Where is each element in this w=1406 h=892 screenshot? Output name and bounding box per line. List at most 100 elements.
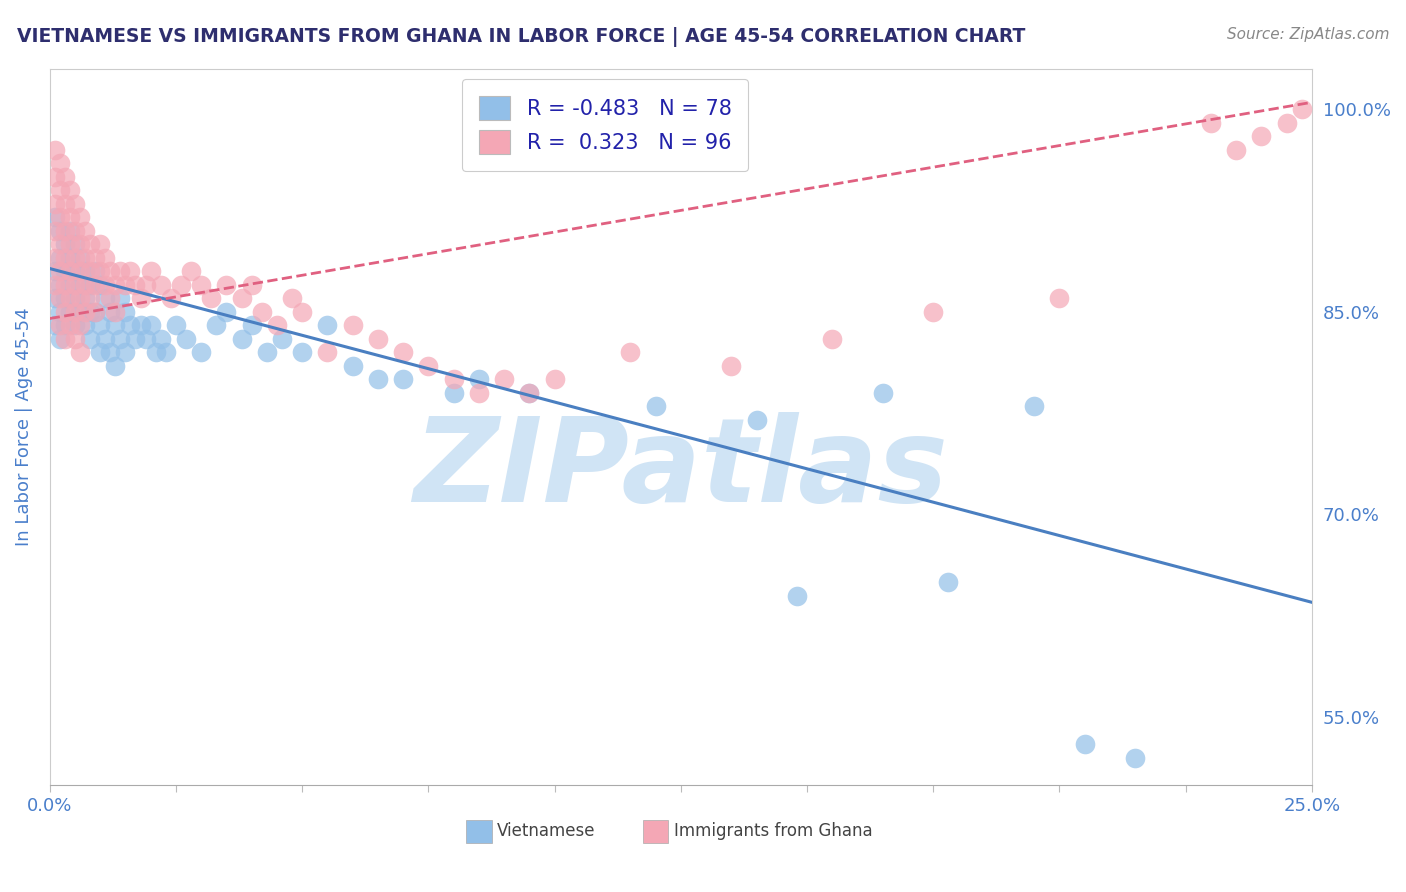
Point	[155, 345, 177, 359]
Point	[271, 332, 294, 346]
Point	[281, 291, 304, 305]
Point	[84, 305, 107, 319]
Point	[73, 264, 96, 278]
Point	[89, 277, 111, 292]
Point	[821, 332, 844, 346]
Point	[1291, 102, 1313, 116]
Point	[94, 251, 117, 265]
Point	[98, 264, 121, 278]
Point	[135, 332, 157, 346]
Point	[110, 291, 132, 305]
Point	[517, 385, 540, 400]
Point	[89, 318, 111, 333]
Point	[63, 251, 86, 265]
Point	[1024, 400, 1046, 414]
Point	[215, 305, 238, 319]
Point	[63, 196, 86, 211]
Text: ZIPatlas: ZIPatlas	[413, 412, 948, 527]
Point	[79, 332, 101, 346]
Legend: R = -0.483   N = 78, R =  0.323   N = 96: R = -0.483 N = 78, R = 0.323 N = 96	[463, 78, 748, 170]
Text: Vietnamese: Vietnamese	[498, 822, 596, 840]
Point	[938, 575, 960, 590]
Point	[59, 224, 82, 238]
Point	[49, 156, 72, 170]
Point	[468, 372, 491, 386]
Y-axis label: In Labor Force | Age 45-54: In Labor Force | Age 45-54	[15, 308, 32, 546]
Point	[53, 332, 76, 346]
Point	[240, 277, 263, 292]
Point	[922, 305, 945, 319]
Point	[392, 372, 415, 386]
Point	[84, 305, 107, 319]
Point	[59, 237, 82, 252]
Point	[79, 291, 101, 305]
Point	[44, 196, 66, 211]
Point	[84, 264, 107, 278]
Point	[190, 277, 212, 292]
Point	[135, 277, 157, 292]
Point	[49, 251, 72, 265]
Point	[69, 318, 91, 333]
Point	[104, 305, 127, 319]
Point	[59, 210, 82, 224]
Point	[250, 305, 273, 319]
Point	[49, 305, 72, 319]
Point	[98, 305, 121, 319]
Point	[1225, 143, 1247, 157]
Point	[44, 169, 66, 184]
Point	[73, 305, 96, 319]
Point	[44, 264, 66, 278]
Point	[205, 318, 228, 333]
Point	[392, 345, 415, 359]
Point	[94, 277, 117, 292]
Point	[73, 291, 96, 305]
Point	[494, 372, 516, 386]
Point	[59, 305, 82, 319]
Point	[114, 277, 136, 292]
Point	[165, 318, 187, 333]
Point	[215, 277, 238, 292]
Point	[69, 264, 91, 278]
Point	[53, 237, 76, 252]
Point	[49, 291, 72, 305]
Point	[619, 345, 641, 359]
Point	[53, 264, 76, 278]
Point	[63, 224, 86, 238]
Point	[63, 291, 86, 305]
Point	[59, 183, 82, 197]
Point	[1049, 291, 1071, 305]
Point	[89, 237, 111, 252]
Point	[73, 224, 96, 238]
Point	[149, 332, 172, 346]
Point	[190, 345, 212, 359]
Point	[53, 251, 76, 265]
Point	[44, 251, 66, 265]
Point	[53, 196, 76, 211]
Point	[160, 291, 183, 305]
Point	[59, 251, 82, 265]
Point	[104, 277, 127, 292]
Point	[59, 291, 82, 305]
Point	[44, 210, 66, 224]
Point	[124, 332, 146, 346]
Point	[89, 345, 111, 359]
Point	[543, 372, 565, 386]
Point	[786, 589, 808, 603]
Point	[53, 305, 76, 319]
Point	[104, 318, 127, 333]
Point	[49, 237, 72, 252]
Point	[59, 318, 82, 333]
Point	[367, 372, 389, 386]
Point	[872, 385, 894, 400]
Point	[468, 385, 491, 400]
Point	[149, 277, 172, 292]
Point	[49, 264, 72, 278]
Point	[84, 277, 107, 292]
Point	[104, 359, 127, 373]
Point	[120, 264, 142, 278]
Point	[53, 277, 76, 292]
Point	[49, 277, 72, 292]
Text: Source: ZipAtlas.com: Source: ZipAtlas.com	[1226, 27, 1389, 42]
Point	[49, 332, 72, 346]
Point	[129, 318, 152, 333]
